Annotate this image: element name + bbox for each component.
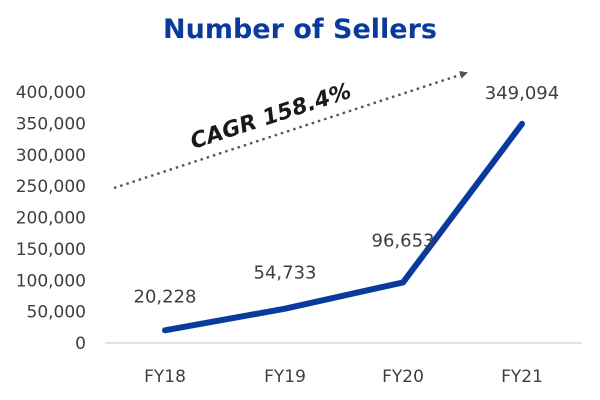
series-line	[162, 120, 525, 334]
y-tick-label: 250,000	[16, 177, 86, 197]
y-tick-label: 150,000	[16, 240, 86, 260]
cagr-annotation: CAGR 158.4%	[113, 71, 468, 190]
data-labels: 20,228 54,733 96,653 349,094	[134, 83, 560, 307]
series-group	[162, 120, 525, 334]
y-tick-label: 50,000	[27, 303, 86, 323]
data-label: 54,733	[254, 263, 317, 284]
cagr-label: CAGR 158.4%	[188, 79, 355, 155]
chart-title: Number of Sellers	[163, 14, 437, 45]
data-label: 96,653	[372, 230, 435, 251]
x-axis: FY18 FY19 FY20 FY21	[105, 342, 582, 387]
y-tick-label: 400,000	[16, 83, 86, 103]
y-axis: 0 50,000 100,000 150,000 200,000 250,000 300,0…	[16, 83, 86, 354]
data-label: 349,094	[485, 83, 559, 104]
data-label: 20,228	[134, 286, 197, 307]
y-tick-label: 350,000	[16, 114, 86, 134]
y-tick-label: 100,000	[16, 271, 86, 291]
y-tick-label: 200,000	[16, 209, 86, 229]
y-tick-label: 0	[75, 334, 86, 354]
x-tick-label: FY19	[264, 367, 306, 387]
cagr-arrow	[113, 71, 468, 190]
x-tick-label: FY21	[501, 367, 543, 387]
y-tick-label: 300,000	[16, 146, 86, 166]
x-tick-label: FY18	[144, 367, 186, 387]
x-tick-label: FY20	[382, 367, 424, 387]
